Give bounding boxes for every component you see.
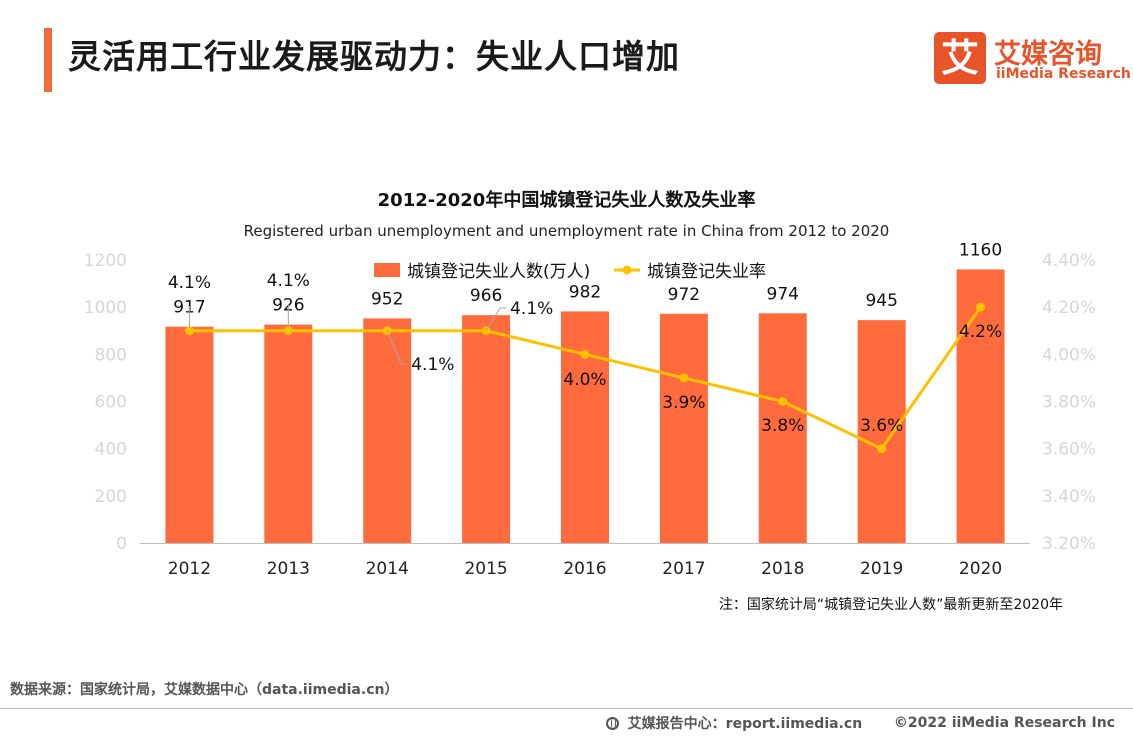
rate-value-label: 4.1%: [411, 355, 454, 375]
chart-note: 注：国家统计局“城镇登记失业人数”最新更新至2020年: [718, 597, 1063, 613]
logo-name-en: iiMedia Research: [996, 66, 1131, 82]
x-tick-label: 2014: [366, 559, 409, 579]
bar-2017: [659, 313, 708, 543]
y-right-tick-label: 3.80%: [1042, 393, 1096, 413]
y-left-tick-label: 800: [95, 345, 127, 365]
rate-value-label: 4.1%: [168, 273, 211, 293]
legend-line-marker: [622, 265, 632, 275]
footer-divider: [0, 708, 1133, 709]
y-left-tick-label: 400: [95, 440, 127, 460]
bar-value-label: 974: [767, 284, 799, 304]
rate-label-leader: [485, 307, 507, 332]
y-left-tick-label: 1200: [84, 251, 127, 271]
x-tick-label: 2013: [267, 559, 310, 579]
legend-bar-swatch: [374, 263, 400, 277]
page-title: 灵活用工行业发展驱动力：失业人口增加: [68, 37, 680, 76]
bar-2015: [462, 315, 511, 543]
legend-bar-label: 城镇登记失业人数(万人): [407, 262, 590, 282]
bar-2019: [857, 320, 906, 543]
rate-value-label: 4.2%: [959, 322, 1002, 342]
bar-value-label: 972: [668, 285, 700, 305]
rate-value-label: 3.6%: [860, 416, 903, 436]
chart-subtitle: Registered urban unemployment and unempl…: [243, 222, 890, 240]
x-tick-label: 2019: [860, 559, 903, 579]
bar-2014: [363, 318, 412, 543]
y-right-tick-label: 3.40%: [1042, 487, 1096, 507]
y-right-tick-label: 4.20%: [1042, 298, 1096, 318]
y-right-tick-label: 3.20%: [1042, 534, 1096, 554]
copyright: ©2022 iiMedia Research Inc: [893, 715, 1115, 731]
rate-value-label: 4.1%: [510, 299, 553, 319]
iimedia-logo: 艾 艾媒咨询 iiMedia Research: [934, 32, 1131, 86]
y-right-tick-label: 3.60%: [1042, 440, 1096, 460]
bar-2016: [561, 311, 609, 543]
bar-value-label: 945: [865, 291, 897, 311]
bar-value-label: 982: [569, 282, 601, 302]
rate-point-2016: [580, 349, 590, 359]
logo-name-cn: 艾媒咨询: [994, 39, 1102, 70]
rate-point-2018: [778, 397, 788, 406]
rate-point-2017: [679, 373, 689, 383]
bar-value-label: 952: [371, 289, 403, 309]
rate-point-2020: [976, 302, 986, 312]
globe-icon: [605, 716, 619, 730]
x-tick-label: 2018: [761, 559, 804, 579]
rate-point-2013: [283, 326, 293, 336]
report-center-link[interactable]: 艾媒报告中心：report.iimedia.cn: [627, 716, 863, 732]
bar-value-label: 966: [470, 286, 502, 306]
data-source: 数据来源：国家统计局，艾媒数据中心（data.iimedia.cn）: [10, 682, 399, 698]
chart-title: 2012-2020年中国城镇登记失业人数及失业率: [377, 190, 756, 211]
y-left-tick-label: 0: [116, 534, 127, 554]
rate-point-2012: [184, 326, 194, 336]
y-right-tick-label: 4.00%: [1042, 345, 1096, 365]
y-left-tick-label: 200: [95, 487, 127, 507]
rate-value-label: 4.0%: [563, 370, 606, 390]
bar-2013: [264, 324, 313, 543]
y-right-tick-label: 4.40%: [1042, 251, 1096, 271]
bar-2018: [758, 313, 807, 543]
rate-point-2019: [877, 444, 887, 454]
x-tick-label: 2016: [563, 559, 606, 579]
x-tick-label: 2015: [464, 559, 507, 579]
footer: 艾媒报告中心：report.iimedia.cn ©2022 iiMedia R…: [605, 713, 1115, 733]
title-accent-bar: [44, 28, 52, 92]
y-left-tick-label: 1000: [84, 298, 127, 318]
logo-mark-icon: 艾: [934, 32, 986, 84]
rate-label-leader: [386, 330, 408, 365]
bar-2012: [165, 326, 214, 543]
rate-value-label: 4.1%: [267, 271, 310, 291]
x-tick-label: 2017: [662, 559, 705, 579]
x-tick-label: 2020: [959, 559, 1002, 579]
bar-value-label: 1160: [959, 240, 1002, 260]
x-tick-label: 2012: [168, 559, 211, 579]
y-left-tick-label: 600: [95, 393, 127, 413]
legend-line-label: 城镇登记失业率: [647, 262, 766, 282]
rate-value-label: 3.9%: [662, 393, 705, 413]
bar-2020: [956, 269, 1005, 543]
rate-value-label: 3.8%: [761, 416, 804, 436]
